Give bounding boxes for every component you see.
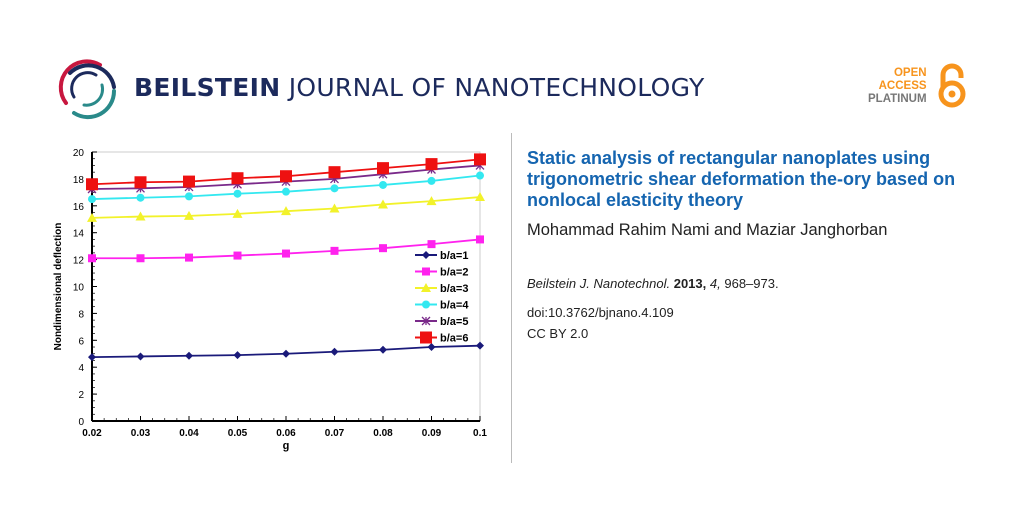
year: 2013, xyxy=(673,276,707,291)
data-point-series-1 xyxy=(427,343,436,352)
journal-abbrev: Beilstein J. Nanotechnol. xyxy=(527,276,671,291)
x-tick-label: 0.05 xyxy=(228,428,248,439)
data-point-series-1 xyxy=(476,341,484,350)
x-tick-label: 0.02 xyxy=(82,428,102,439)
data-point-series-1 xyxy=(330,347,339,356)
legend-label-4: b/a=4 xyxy=(440,300,469,312)
open-access-badge: OPEN ACCESS PLATINUM xyxy=(868,67,927,106)
y-tick-label: 20 xyxy=(73,148,85,159)
y-tick-label: 4 xyxy=(78,363,84,374)
data-point-series-3 xyxy=(232,208,243,218)
data-point-series-4 xyxy=(282,187,290,196)
y-tick-label: 10 xyxy=(73,283,85,294)
data-point-series-3 xyxy=(426,196,437,206)
volume: 4, xyxy=(709,276,721,291)
data-point-series-2 xyxy=(330,246,339,255)
open-access-lock-icon xyxy=(938,63,966,108)
data-point-series-6 xyxy=(328,166,341,179)
data-point-series-1 xyxy=(282,349,290,358)
y-tick-label: 8 xyxy=(78,309,84,320)
y-tick-label: 12 xyxy=(73,256,85,267)
y-tick-label: 2 xyxy=(78,390,84,401)
data-point-series-4 xyxy=(185,192,193,201)
y-tick-label: 14 xyxy=(73,229,85,240)
divider xyxy=(511,133,512,463)
data-point-series-6 xyxy=(474,153,486,166)
oa-open: OPEN xyxy=(893,67,927,79)
data-point-series-3 xyxy=(87,212,97,222)
data-point-series-1 xyxy=(185,351,193,360)
legend-marker-2 xyxy=(422,267,430,276)
data-point-series-4 xyxy=(330,184,339,193)
deflection-chart: 0 2 4 6 8 10 12 14 16 18 20 0.02 0.03 0.04 0.05 0.06 0.0… xyxy=(53,148,487,452)
article-title[interactable]: Static analysis of rectangular nanoplate… xyxy=(527,148,956,210)
legend-marker-1 xyxy=(422,251,430,259)
y-tick-label: 0 xyxy=(78,417,84,428)
data-point-series-4 xyxy=(136,193,145,202)
legend-label-2: b/a=2 xyxy=(440,267,468,279)
x-tick-label: 0.1 xyxy=(473,428,487,439)
article-authors: Mohammad Rahim Nami and Maziar Janghorba… xyxy=(527,221,888,239)
data-point-series-4 xyxy=(427,176,436,185)
data-point-series-2 xyxy=(136,254,145,263)
data-point-series-6 xyxy=(377,162,389,175)
y-axis-label: Nondimensional deflection xyxy=(53,223,64,351)
x-tick-label: 0.06 xyxy=(276,428,296,439)
data-point-series-2 xyxy=(379,244,387,253)
data-point-series-6 xyxy=(86,178,98,191)
data-point-series-3 xyxy=(184,210,194,220)
journal-title-bold: BEILSTEIN xyxy=(134,73,281,102)
doi[interactable]: doi:10.3762/bjnano.4.109 xyxy=(527,305,674,320)
data-point-series-6 xyxy=(231,172,244,185)
data-point-series-2 xyxy=(185,253,193,262)
data-point-series-3 xyxy=(329,203,340,213)
data-point-series-3 xyxy=(378,199,388,209)
license: CC BY 2.0 xyxy=(527,326,589,341)
legend-marker-3 xyxy=(421,283,431,292)
legend-label-5: b/a=5 xyxy=(440,316,468,328)
data-point-series-4 xyxy=(476,171,484,180)
y-tick-label: 6 xyxy=(78,336,84,347)
y-tick-label: 16 xyxy=(73,202,85,213)
data-point-series-6 xyxy=(183,175,195,188)
legend-marker-5 xyxy=(421,316,431,326)
data-point-series-2 xyxy=(476,235,484,244)
pages: 968–973. xyxy=(724,276,779,291)
data-point-series-1 xyxy=(88,353,96,362)
data-point-series-4 xyxy=(379,180,387,189)
x-tick-label: 0.08 xyxy=(373,428,393,439)
data-point-series-2 xyxy=(282,249,290,258)
data-point-series-1 xyxy=(136,352,145,361)
x-axis-label: g xyxy=(283,440,290,452)
legend-label-3: b/a=3 xyxy=(440,283,468,295)
legend-label-6: b/a=6 xyxy=(440,333,468,345)
citation: Beilstein J. Nanotechnol. 2013, 4, 968–9… xyxy=(527,276,779,291)
x-tick-label: 0.03 xyxy=(131,428,151,439)
data-point-series-1 xyxy=(233,351,242,360)
oa-platinum: PLATINUM xyxy=(868,93,927,105)
data-point-series-1 xyxy=(379,345,387,354)
legend-label-1: b/a=1 xyxy=(440,250,468,262)
journal-title-light: JOURNAL OF NANOTECHNOLOGY xyxy=(288,73,705,102)
data-point-series-3 xyxy=(281,206,291,216)
x-tick-label: 0.09 xyxy=(422,428,442,439)
beilstein-logo-icon xyxy=(58,59,117,120)
data-point-series-2 xyxy=(233,251,242,260)
data-point-series-6 xyxy=(280,170,292,183)
journal-title: BEILSTEIN JOURNAL OF NANOTECHNOLOGY xyxy=(134,73,705,102)
legend-marker-6 xyxy=(420,331,432,344)
x-tick-label: 0.04 xyxy=(179,428,199,439)
x-tick-label: 0.07 xyxy=(325,428,345,439)
data-point-series-2 xyxy=(427,240,436,249)
data-point-series-6 xyxy=(134,176,147,189)
data-point-series-3 xyxy=(135,211,146,221)
data-point-series-2 xyxy=(88,254,96,263)
data-point-series-3 xyxy=(475,192,485,202)
legend-marker-4 xyxy=(422,300,430,309)
y-tick-label: 18 xyxy=(73,175,85,186)
data-point-series-4 xyxy=(88,195,96,204)
data-point-series-4 xyxy=(233,189,242,198)
oa-access: ACCESS xyxy=(878,80,927,92)
data-point-series-6 xyxy=(425,158,438,171)
